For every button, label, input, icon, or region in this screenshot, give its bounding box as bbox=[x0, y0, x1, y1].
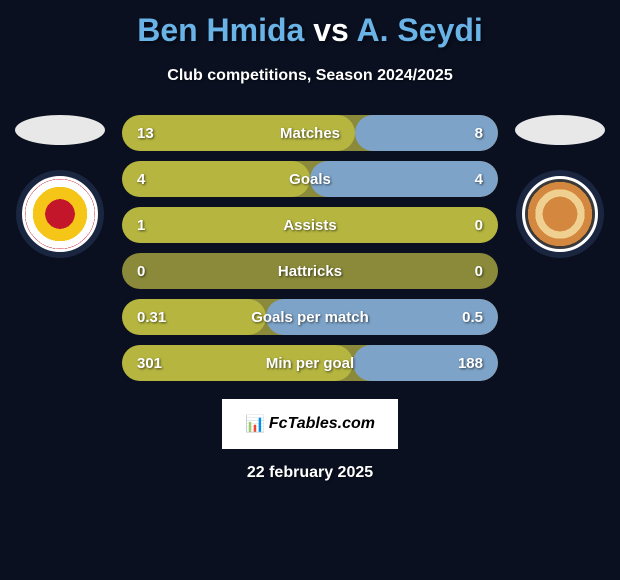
stat-row: 4Goals4 bbox=[122, 161, 498, 197]
branding-text: FcTables.com bbox=[269, 415, 375, 433]
player1-side bbox=[10, 115, 110, 258]
page-title: Ben Hmida vs A. Seydi bbox=[0, 0, 620, 49]
stat-value-right: 0.5 bbox=[462, 309, 483, 326]
player2-name: A. Seydi bbox=[357, 12, 483, 48]
player1-photo bbox=[15, 115, 105, 145]
content-area: 13Matches84Goals41Assists00Hattricks00.3… bbox=[0, 115, 620, 391]
stat-label: Goals bbox=[122, 171, 498, 188]
stat-label: Goals per match bbox=[122, 309, 498, 326]
stat-label: Min per goal bbox=[122, 355, 498, 372]
stat-value-right: 0 bbox=[475, 217, 483, 234]
stat-row: 13Matches8 bbox=[122, 115, 498, 151]
team2-badge bbox=[516, 170, 604, 258]
stat-row: 0.31Goals per match0.5 bbox=[122, 299, 498, 335]
team2-badge-inner bbox=[522, 176, 598, 252]
stat-row: 1Assists0 bbox=[122, 207, 498, 243]
subtitle: Club competitions, Season 2024/2025 bbox=[0, 67, 620, 85]
stat-value-right: 8 bbox=[475, 125, 483, 142]
stat-label: Assists bbox=[122, 217, 498, 234]
team1-badge-inner bbox=[22, 176, 98, 252]
chart-icon: 📊 bbox=[245, 414, 265, 434]
stat-value-right: 188 bbox=[458, 355, 483, 372]
stat-value-right: 0 bbox=[475, 263, 483, 280]
vs-text: vs bbox=[313, 12, 349, 48]
stat-value-right: 4 bbox=[475, 171, 483, 188]
date: 22 february 2025 bbox=[0, 464, 620, 482]
stat-row: 301Min per goal188 bbox=[122, 345, 498, 381]
stat-row: 0Hattricks0 bbox=[122, 253, 498, 289]
stats-container: 13Matches84Goals41Assists00Hattricks00.3… bbox=[110, 115, 510, 391]
player2-side bbox=[510, 115, 610, 258]
branding: 📊 FcTables.com bbox=[222, 399, 398, 449]
player1-name: Ben Hmida bbox=[137, 12, 304, 48]
stat-label: Hattricks bbox=[122, 263, 498, 280]
stat-label: Matches bbox=[122, 125, 498, 142]
player2-photo bbox=[515, 115, 605, 145]
team1-badge bbox=[16, 170, 104, 258]
